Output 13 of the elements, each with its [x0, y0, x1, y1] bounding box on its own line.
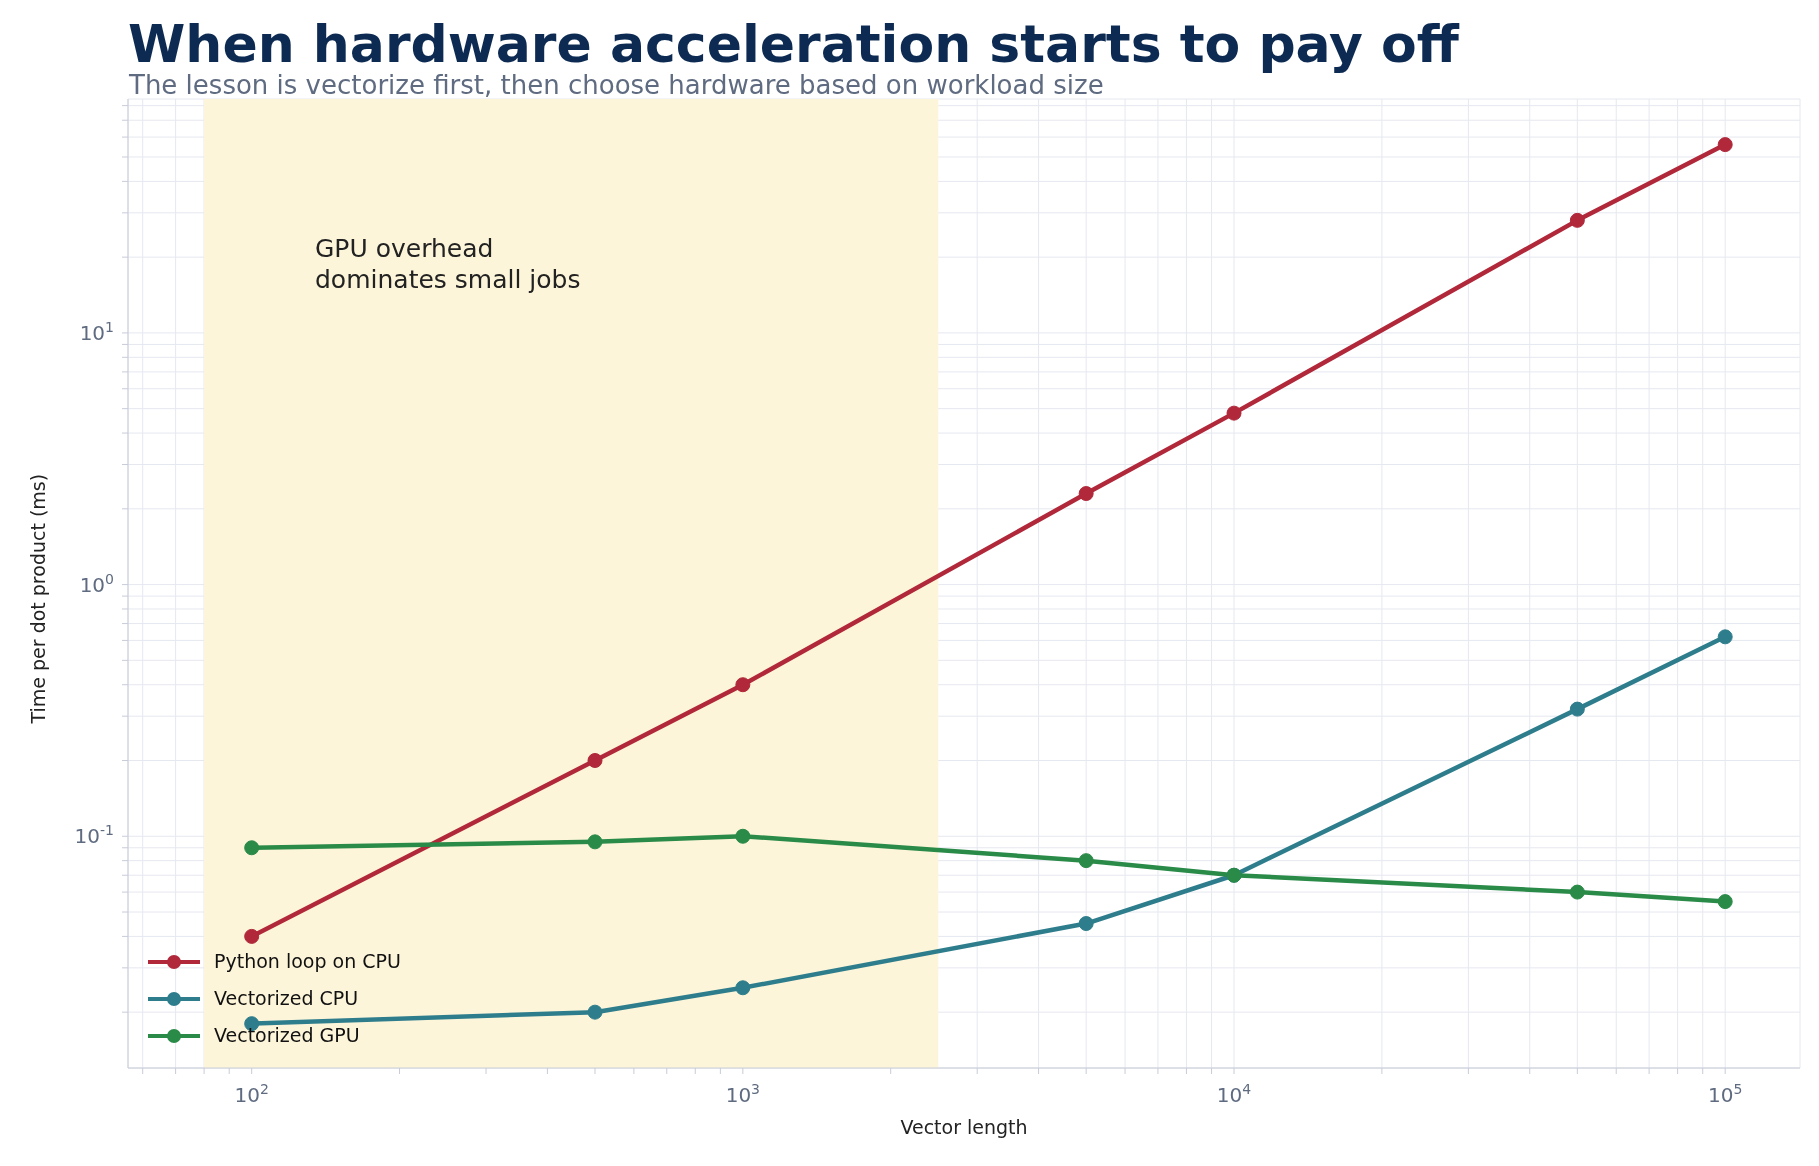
legend-label: Python loop on CPU: [214, 949, 401, 974]
legend-label: Vectorized CPU: [214, 986, 359, 1011]
x-axis-title: Vector length: [900, 1116, 1028, 1138]
legend-label: Vectorized GPU: [214, 1023, 360, 1048]
y-axis-title: Time per dot product (ms): [26, 473, 49, 725]
x-tick-label: 10$^{5}$: [1708, 1081, 1743, 1107]
annotation: GPU overhead dominates small jobs: [315, 233, 581, 295]
x-tick-label: 10$^{2}$: [234, 1081, 269, 1107]
y-tick-label: 10$^{1}$: [79, 318, 114, 345]
y-tick-label: 10$^{0}$: [79, 570, 114, 597]
x-tick-label: 10$^{4}$: [1216, 1081, 1252, 1107]
y-tick-label: 10$^{-1}$: [74, 822, 114, 849]
x-tick-label: 10$^{3}$: [725, 1081, 761, 1107]
